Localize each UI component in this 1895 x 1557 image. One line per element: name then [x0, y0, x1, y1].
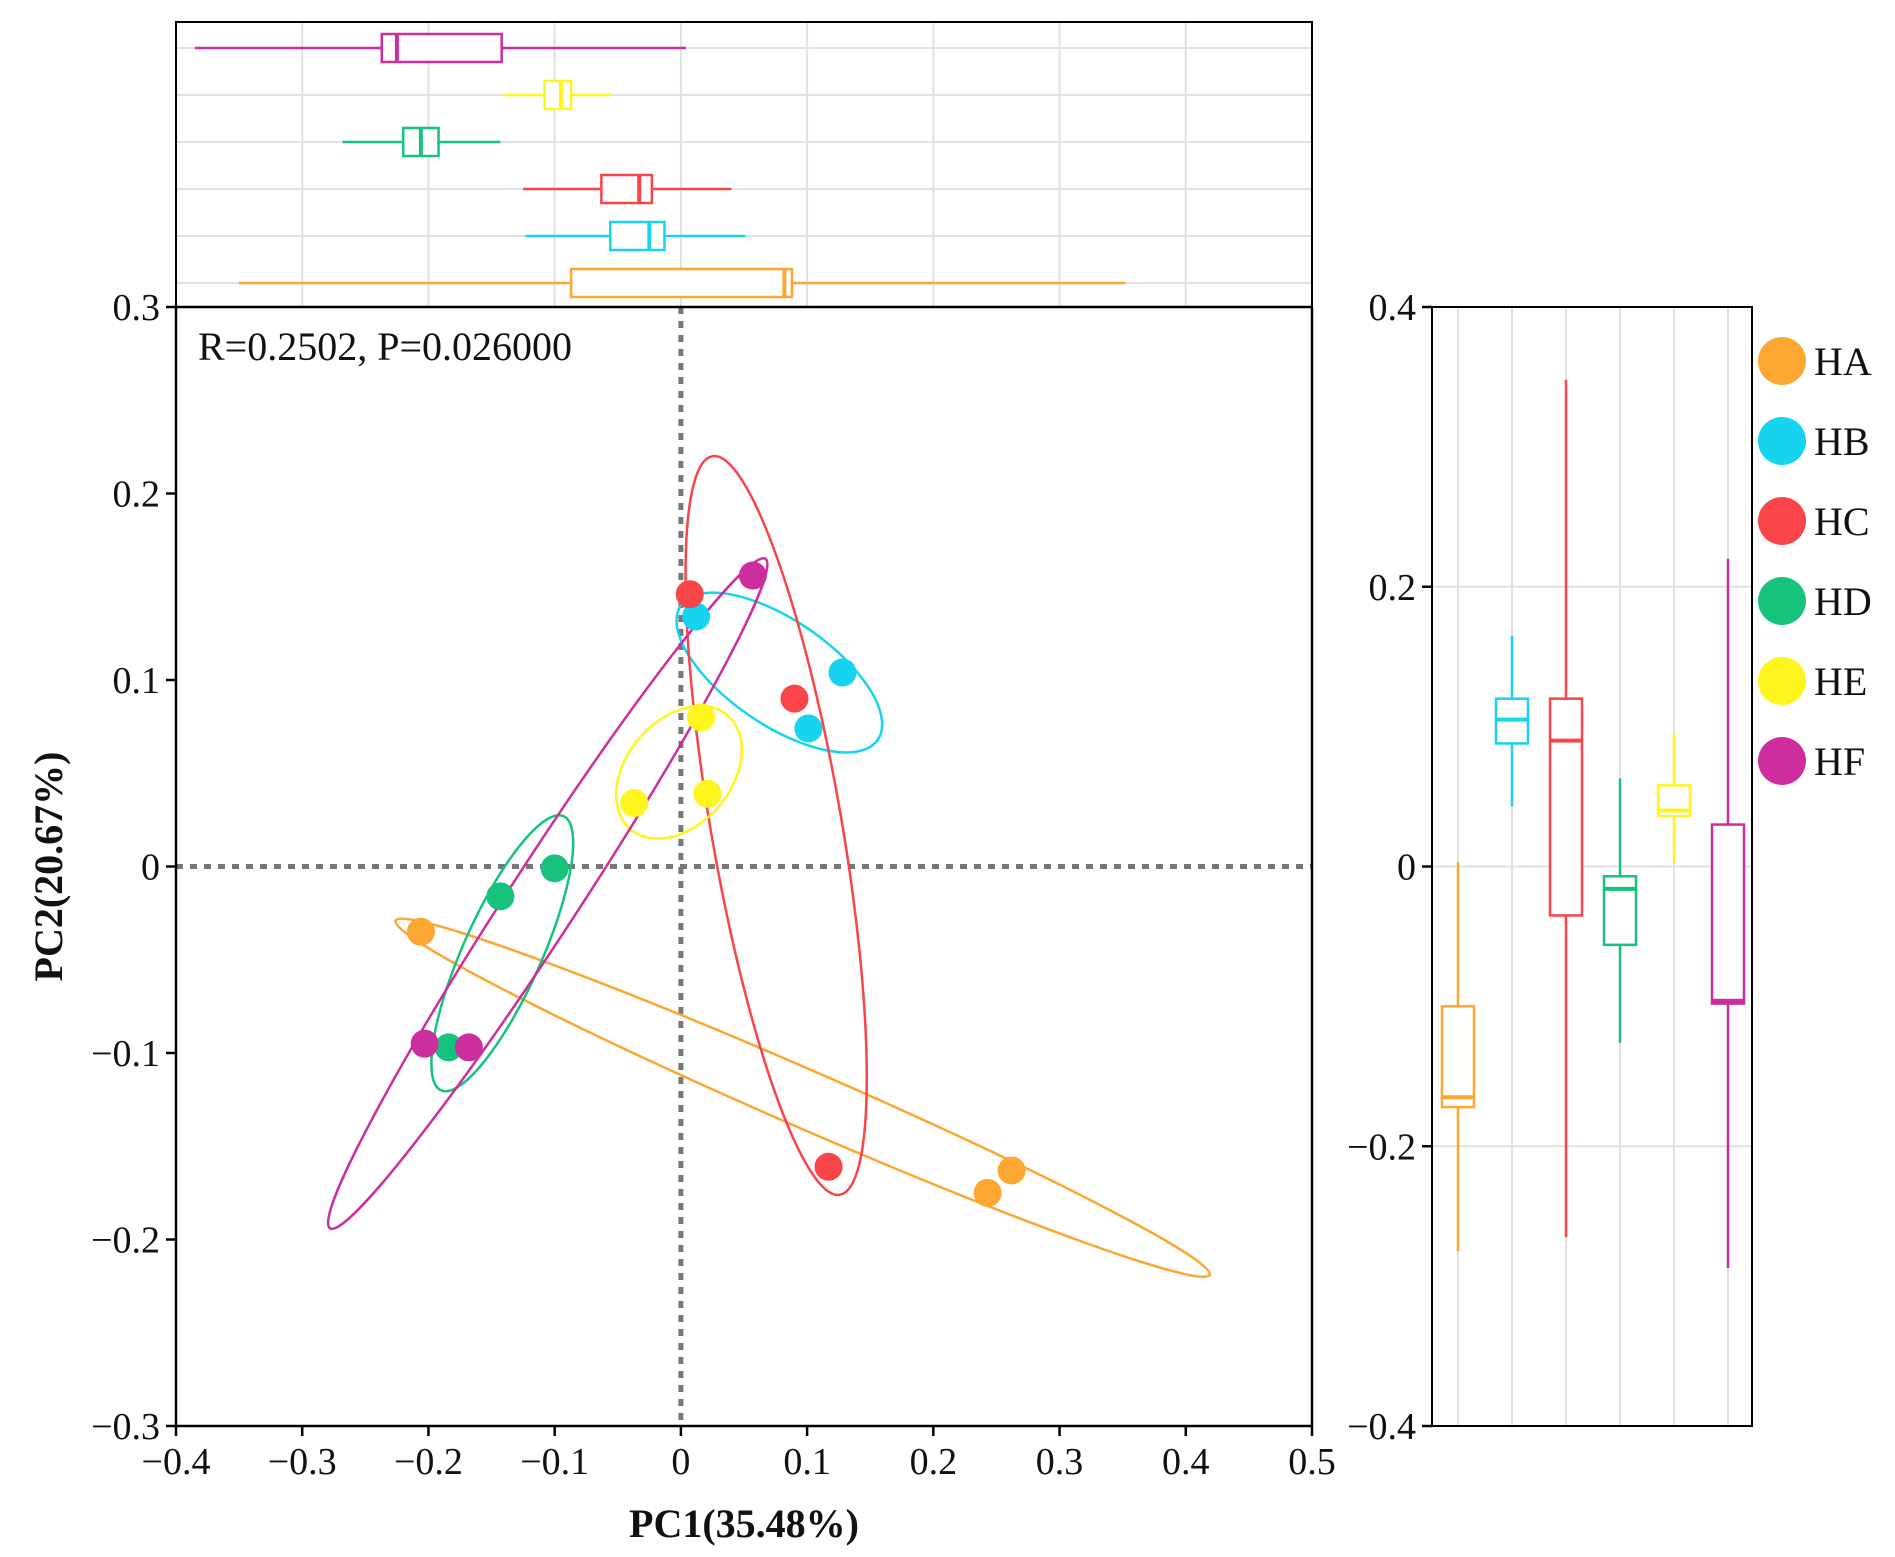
right-y-tick-label: 0.2	[1369, 567, 1417, 609]
legend-label: HF	[1814, 739, 1865, 784]
x-tick-label: 0.5	[1288, 1441, 1336, 1483]
point-hf-3	[454, 1033, 483, 1062]
legend-item-hf: HF	[1758, 737, 1865, 785]
ellipse-hb	[675, 591, 884, 754]
x-axis-title: PC1(35.48%)	[629, 1501, 859, 1546]
point-hc-2	[780, 684, 809, 713]
ellipse-hf	[326, 556, 769, 1231]
box	[1710, 823, 1746, 1005]
top-box-ha	[239, 267, 1126, 299]
box	[543, 79, 573, 111]
y-tick-label: 0.3	[113, 287, 161, 329]
legend-label: HA	[1814, 339, 1872, 384]
main-scatter-panel: −0.4 −0.3 −0.2 −0.1 0 0.1 0.2 0.3 0.4 0.5−0.3−0.2…	[26, 287, 1336, 1546]
right-y-tick-label: 0.4	[1369, 287, 1417, 329]
legend-item-hc: HC	[1758, 497, 1870, 545]
box	[1548, 697, 1584, 917]
right-y-tick-label: −0.2	[1347, 1126, 1416, 1168]
box	[600, 173, 654, 205]
legend-item-he: HE	[1758, 657, 1867, 705]
ellipse-hc	[684, 454, 869, 1197]
legend-marker	[1758, 497, 1806, 545]
right-box-hd	[1602, 778, 1638, 1043]
legend-label: HD	[1814, 579, 1872, 624]
point-hd-3	[434, 1033, 463, 1062]
right-box-ha	[1440, 862, 1476, 1252]
x-tick-label: −0.4	[142, 1441, 211, 1483]
point-hb-2	[794, 714, 823, 743]
ellipse-hd	[430, 813, 575, 1093]
right-box-hc	[1548, 379, 1584, 1238]
x-tick-label: 0.2	[910, 1441, 958, 1483]
point-hb-1	[828, 658, 857, 687]
x-tick-label: 0.1	[783, 1441, 831, 1483]
y-tick-label: 0	[141, 847, 160, 889]
point-he-3	[693, 779, 722, 808]
point-ha-2	[997, 1156, 1026, 1185]
top-box-hc	[523, 173, 732, 205]
point-hb-3	[682, 602, 711, 631]
box	[608, 220, 666, 252]
point-hc-3	[814, 1152, 843, 1181]
x-tick-label: 0.3	[1036, 1441, 1084, 1483]
right-y-tick-label: 0	[1397, 847, 1416, 889]
x-tick-label: 0	[671, 1441, 690, 1483]
legend-marker	[1758, 577, 1806, 625]
legend-marker	[1758, 737, 1806, 785]
top-box-he	[504, 79, 612, 111]
legend-label: HC	[1814, 499, 1870, 544]
point-he-2	[620, 789, 649, 818]
point-ha-3	[973, 1178, 1002, 1207]
legend-item-ha: HA	[1758, 337, 1872, 385]
point-he-1	[687, 703, 716, 732]
box	[569, 267, 794, 299]
right-box-hf	[1710, 558, 1746, 1268]
right-y-tick-label: −0.4	[1347, 1406, 1416, 1448]
right-box-he	[1656, 733, 1692, 863]
point-ha-1	[406, 917, 435, 946]
top-box-hf	[194, 32, 686, 64]
right-boxplot-panel: −0.4 −0.2 0 0.2 0.4	[1347, 287, 1753, 1448]
x-tick-label: −0.1	[520, 1441, 589, 1483]
legend-marker	[1758, 657, 1806, 705]
legend-marker	[1758, 417, 1806, 465]
legend-item-hb: HB	[1758, 417, 1870, 465]
box	[1440, 1005, 1476, 1109]
y-tick-label: −0.2	[91, 1220, 160, 1262]
point-hc-1	[675, 580, 704, 609]
legend-marker	[1758, 337, 1806, 385]
x-tick-label: 0.4	[1162, 1441, 1210, 1483]
y-tick-label: 0.1	[113, 660, 161, 702]
box	[380, 32, 503, 64]
legend-item-hd: HD	[1758, 577, 1872, 625]
point-hf-2	[410, 1029, 439, 1058]
y-axis-title: PC2(20.67%)	[26, 752, 71, 982]
x-tick-label: −0.3	[268, 1441, 337, 1483]
top-box-hd	[342, 126, 501, 158]
legend-label: HE	[1814, 659, 1867, 704]
top-boxplot-panel	[175, 21, 1313, 308]
point-hf-1	[738, 561, 767, 590]
point-hd-1	[540, 854, 569, 883]
legend: HA HB HC HD HE HF	[1758, 337, 1872, 785]
stats-annotation: R=0.2502, P=0.026000	[198, 324, 572, 369]
top-panel-frame	[175, 21, 1313, 308]
box	[1602, 875, 1638, 947]
ellipse-ha	[394, 917, 1212, 1279]
y-tick-label: −0.3	[91, 1406, 160, 1448]
legend-label: HB	[1814, 419, 1870, 464]
right-box-hb	[1494, 635, 1530, 807]
y-tick-label: −0.1	[91, 1033, 160, 1075]
x-tick-label: −0.2	[394, 1441, 463, 1483]
y-tick-label: 0.2	[113, 474, 161, 516]
top-box-hb	[525, 220, 746, 252]
point-hd-2	[486, 882, 515, 911]
